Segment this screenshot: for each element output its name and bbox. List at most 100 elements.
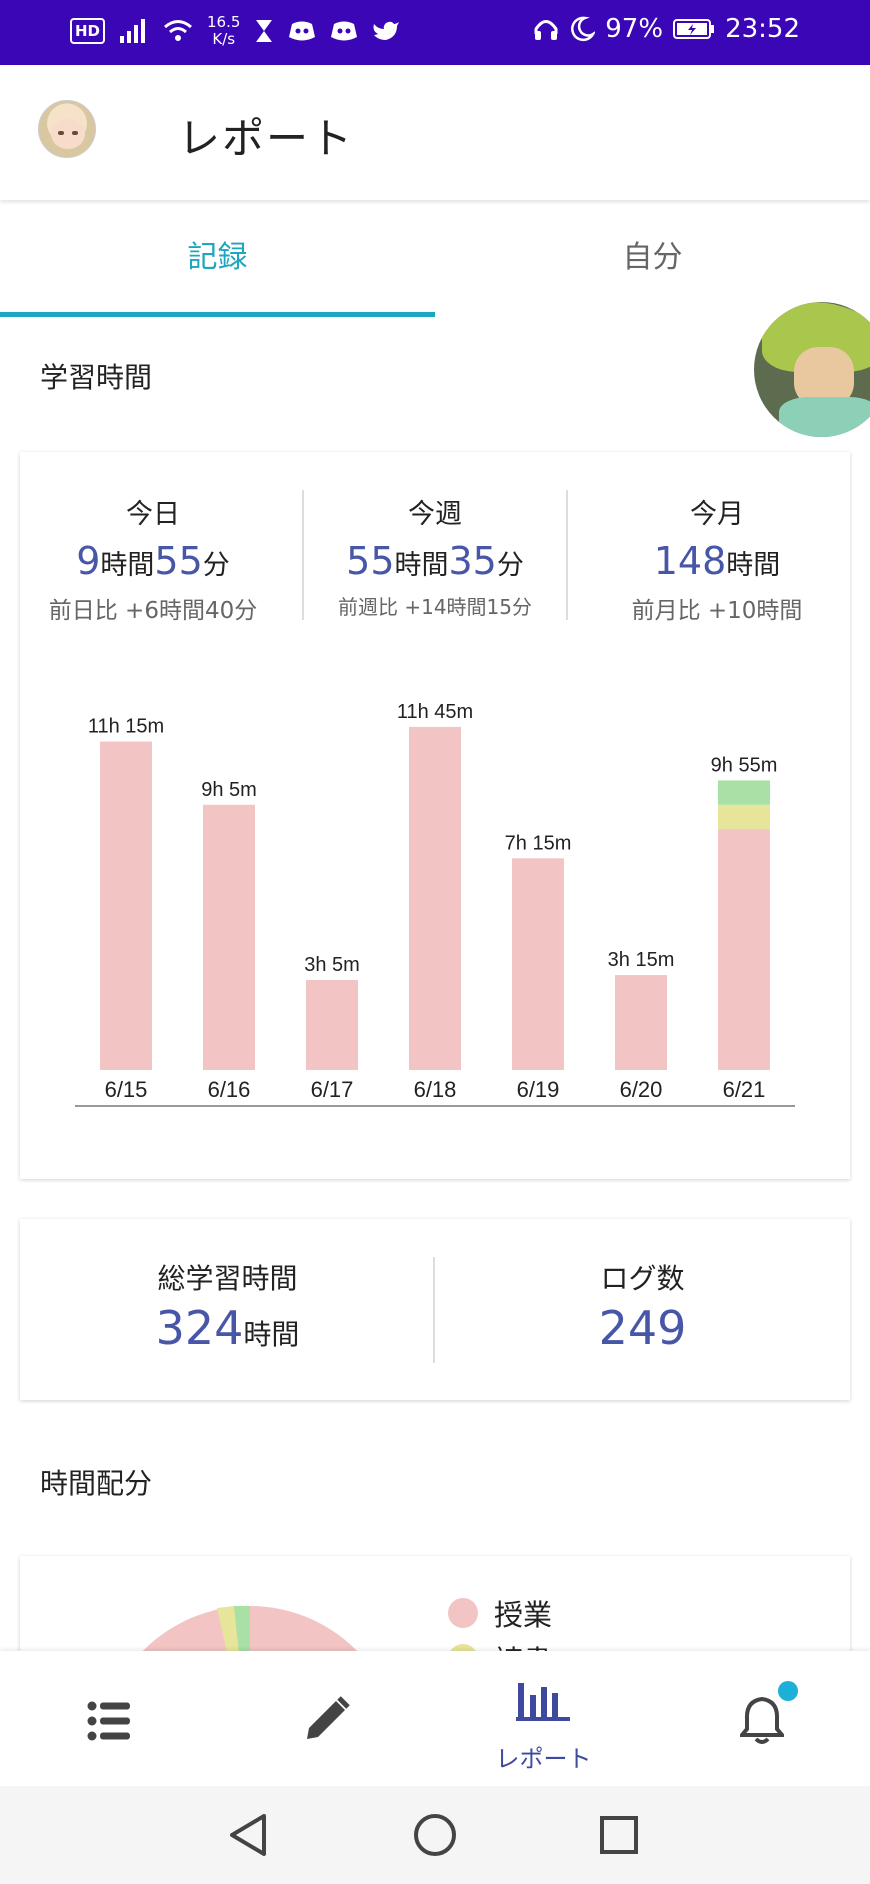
- data-label: 11h 45m: [397, 701, 473, 723]
- stat-month-label: 今月: [690, 499, 744, 530]
- chart-bar: [718, 804, 770, 830]
- data-label: 9h 55m: [711, 754, 778, 776]
- signal-icon: [120, 19, 146, 43]
- x-tick-label: 6/16: [208, 1077, 251, 1102]
- back-icon[interactable]: [228, 1813, 268, 1857]
- data-label: 3h 5m: [304, 954, 360, 976]
- bottom-navigation: レポート: [0, 1651, 870, 1786]
- today-hours-unit: 時間: [100, 550, 155, 581]
- stat-today-label: 今日: [126, 499, 180, 530]
- page-title: レポート: [178, 114, 355, 163]
- stat-today: 今日 9時間55分 前日比 +6時間40分: [20, 492, 286, 625]
- week-hours-unit: 時間: [394, 550, 449, 581]
- nav-list[interactable]: [0, 1651, 217, 1786]
- hourglass-icon: [256, 20, 273, 42]
- tab-self[interactable]: 自分: [622, 240, 683, 275]
- totals-card: 総学習時間 324時間 ログ数 249: [20, 1219, 850, 1400]
- hd-badge: HD: [70, 18, 106, 44]
- stat-week-label: 今週: [408, 499, 462, 530]
- data-label: 3h 15m: [608, 949, 675, 971]
- tab-bar: 記録 自分: [0, 208, 870, 318]
- speed-unit: K/s: [212, 30, 236, 48]
- chart-bar: [718, 780, 770, 805]
- x-tick-label: 6/20: [620, 1077, 663, 1102]
- clock: 23:52: [725, 14, 800, 44]
- pencil-icon: [307, 1696, 350, 1739]
- study-time-card: 今日 9時間55分 前日比 +6時間40分 今週 55時間35分 前週比 +14…: [20, 452, 850, 1179]
- app-bar: レポート: [0, 65, 870, 200]
- x-tick-label: 6/15: [105, 1077, 148, 1102]
- stat-today-value: 9時間55分: [20, 539, 286, 583]
- log-count-label: ログ数: [600, 1262, 685, 1295]
- avatar-face: [51, 119, 85, 149]
- total-hours: 324: [155, 1301, 244, 1355]
- today-hours: 9: [76, 539, 101, 583]
- x-tick-label: 6/17: [311, 1077, 354, 1102]
- log-count: ログ数 249: [435, 1257, 850, 1355]
- totals-divider: [433, 1257, 435, 1363]
- system-navigation: [0, 1786, 870, 1884]
- stat-month-value: 148時間: [584, 539, 850, 583]
- legend-label: 授業: [494, 1598, 553, 1632]
- total-study-time-label: 総学習時間: [157, 1262, 298, 1295]
- data-label: 11h 15m: [88, 716, 164, 738]
- twitter-icon: [373, 21, 400, 40]
- tab-indicator: [0, 312, 435, 317]
- time-distribution-title: 時間配分: [40, 1467, 153, 1500]
- avatar[interactable]: [38, 100, 96, 158]
- battery-icon: [673, 19, 715, 39]
- stat-week: 今週 55時間35分 前週比 +14時間15分: [302, 492, 568, 620]
- total-hours-unit: 時間: [243, 1318, 300, 1351]
- log-count-value: 249: [598, 1301, 687, 1355]
- stat-week-diff: 前週比 +14時間15分: [337, 595, 532, 619]
- character-avatar[interactable]: [754, 302, 870, 437]
- week-minutes-unit: 分: [496, 550, 524, 581]
- x-tick-label: 6/21: [723, 1077, 766, 1102]
- status-left: HD 16.5 K/s: [70, 14, 400, 48]
- today-minutes-unit: 分: [202, 550, 230, 581]
- wifi-icon: [164, 20, 192, 41]
- avatar-eye: [58, 131, 64, 135]
- nav-edit[interactable]: [217, 1651, 434, 1786]
- home-icon[interactable]: [412, 1812, 458, 1858]
- stat-month-diff: 前月比 +10時間: [631, 598, 803, 624]
- status-right: 97% 23:52: [533, 14, 800, 44]
- bar-chart-icon: [516, 1683, 570, 1721]
- chart-bar: [718, 829, 770, 1070]
- avatar-eye: [72, 131, 78, 135]
- headphones-icon: [534, 20, 558, 40]
- stat-divider: [566, 490, 568, 620]
- moon-icon: [571, 16, 596, 42]
- study-time-title: 学習時間: [40, 361, 153, 394]
- battery-percent: 97%: [605, 14, 664, 44]
- week-hours: 55: [346, 539, 395, 583]
- data-label: 7h 15m: [505, 832, 572, 854]
- nav-notifications[interactable]: [652, 1651, 869, 1786]
- status-bar: HD 16.5 K/s 97% 23:52: [0, 0, 870, 65]
- chart-bar: [100, 741, 152, 1070]
- month-hours: 148: [653, 539, 727, 583]
- data-label: 9h 5m: [201, 779, 257, 801]
- nav-report-label: レポート: [495, 1745, 592, 1773]
- tab-records[interactable]: 記録: [187, 240, 248, 275]
- notification-badge: [778, 1681, 798, 1701]
- legend-color: [448, 1598, 478, 1628]
- total-study-time: 総学習時間 324時間: [20, 1257, 435, 1355]
- discord-icon: [289, 21, 316, 41]
- bell-icon: [740, 1696, 784, 1744]
- stat-month: 今月 148時間 前月比 +10時間: [584, 492, 850, 625]
- month-hours-unit: 時間: [726, 550, 781, 581]
- x-tick-label: 6/18: [414, 1077, 457, 1102]
- network-speed: 16.5 K/s: [207, 14, 240, 48]
- total-study-time-value: 324時間: [20, 1301, 435, 1355]
- study-time-bar-chart: 11h 15m 6/15 9h 5m 6/16 3h 5m 6/17 11h 45m 6/18…: [75, 701, 795, 1107]
- nav-report[interactable]: レポート: [435, 1651, 652, 1786]
- today-minutes: 55: [154, 539, 203, 583]
- list-icon: [87, 1701, 130, 1741]
- recents-icon[interactable]: [599, 1815, 639, 1855]
- chart-bar: [615, 975, 667, 1070]
- stat-divider: [302, 490, 304, 620]
- x-tick-label: 6/19: [517, 1077, 560, 1102]
- avatar-shirt: [779, 397, 870, 437]
- discord-icon: [331, 21, 358, 41]
